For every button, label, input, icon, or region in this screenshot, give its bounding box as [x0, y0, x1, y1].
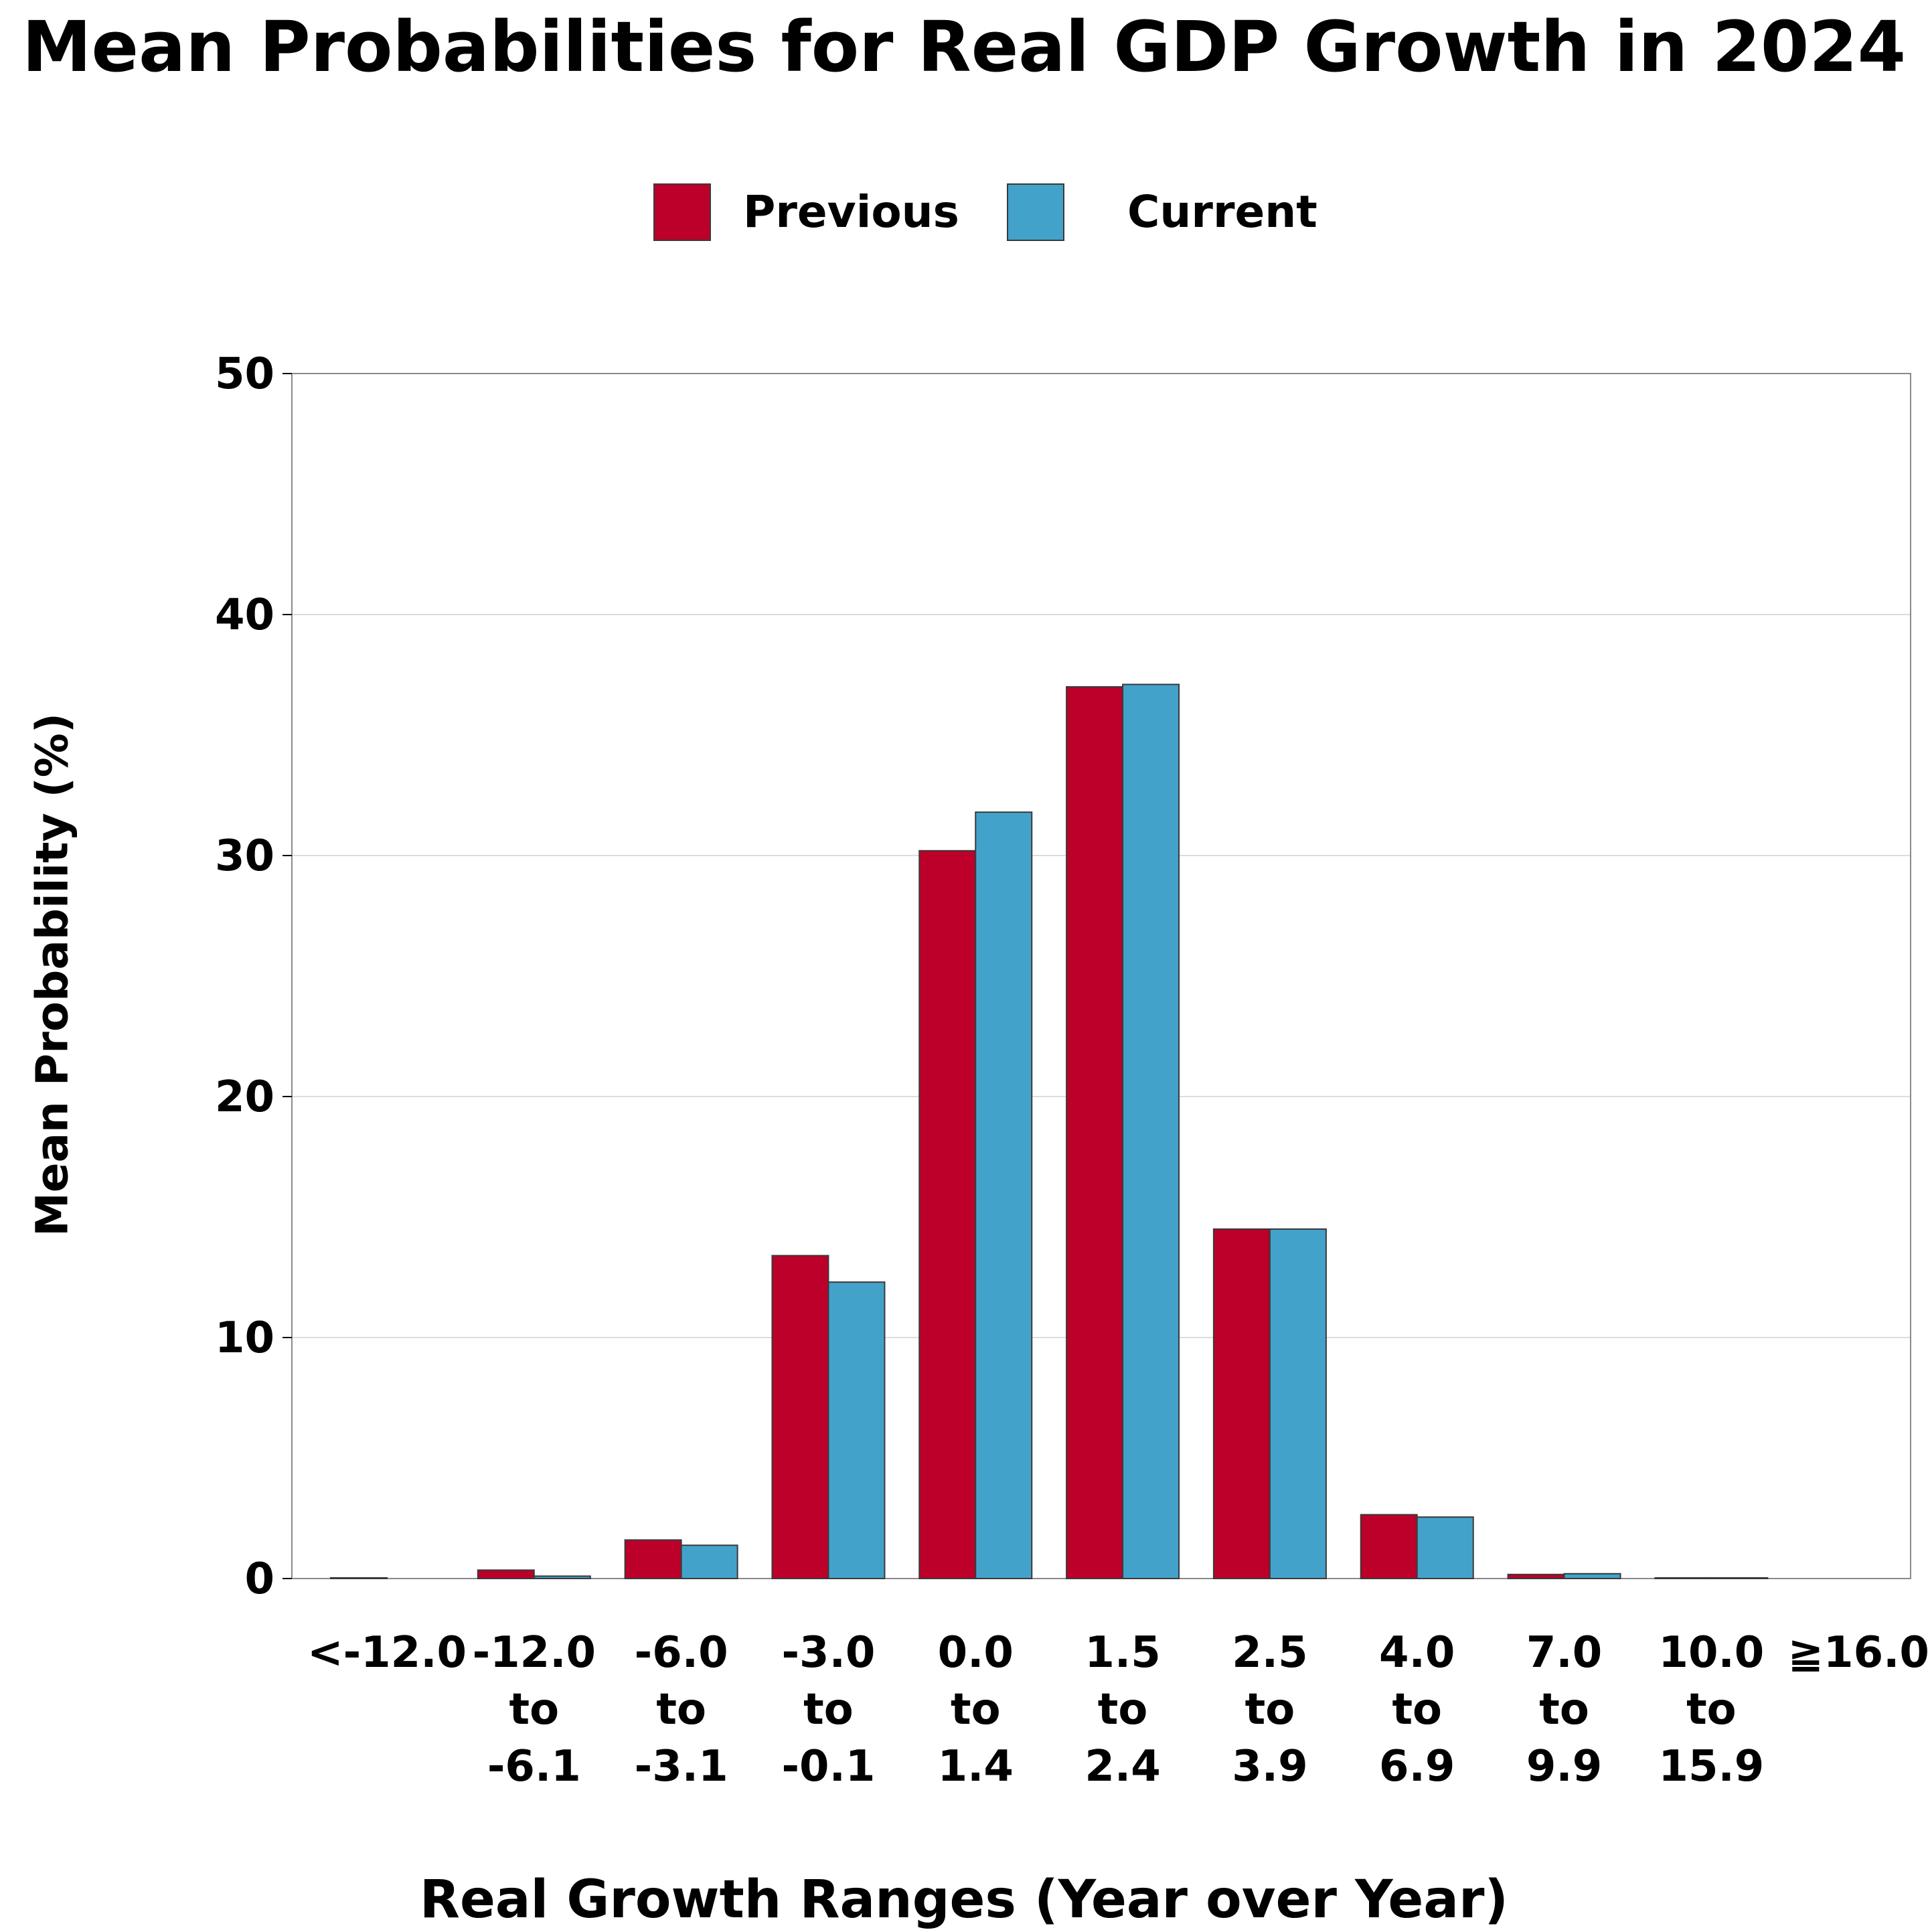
bar-previous [1212, 1228, 1271, 1579]
x-tick-label: 1.5 [1084, 1628, 1160, 1678]
bar-previous [1507, 1573, 1565, 1579]
bar-previous [330, 1577, 388, 1579]
x-tick-label: 15.9 [1658, 1742, 1764, 1791]
bar-previous [918, 850, 977, 1579]
x-tick-label: to [1392, 1685, 1442, 1735]
legend-label-previous: Previous [743, 186, 959, 238]
y-tick-label: 20 [215, 1072, 274, 1122]
x-tick-label: 10.0 [1658, 1628, 1764, 1678]
x-tick-label: ≧16.0 [1787, 1628, 1928, 1678]
legend-label-current: Current [1127, 186, 1317, 238]
bar-current [533, 1575, 591, 1579]
bar-current [1122, 683, 1180, 1579]
x-tick-label: 7.0 [1526, 1628, 1602, 1678]
x-tick-label: to [951, 1685, 1001, 1735]
bar-current [1710, 1577, 1769, 1579]
x-tick-label: to [1098, 1685, 1148, 1735]
x-tick-label: 3.9 [1232, 1742, 1307, 1791]
x-tick-label: to [656, 1685, 706, 1735]
x-tick-label: to [803, 1685, 854, 1735]
x-axis-title: Real Growth Ranges (Year over Year) [419, 1870, 1509, 1930]
x-tick-label: 6.9 [1379, 1742, 1455, 1791]
y-tick-label: 50 [215, 349, 274, 399]
legend-swatch-previous [653, 183, 711, 241]
y-tick-label: 40 [215, 590, 274, 640]
x-tick-label: 2.5 [1232, 1628, 1307, 1678]
chart-title: Mean Probabilities for Real GDP Growth i… [22, 6, 1906, 88]
x-tick-label: to [509, 1685, 560, 1735]
x-tick-label: to [1686, 1685, 1737, 1735]
bar-previous [771, 1255, 829, 1579]
bar-current [975, 811, 1033, 1579]
legend-swatch-current [1007, 183, 1064, 241]
bar-current [1269, 1228, 1327, 1579]
bar-previous [624, 1539, 682, 1579]
y-tick-label: 10 [215, 1313, 274, 1363]
x-tick-label: -6.0 [635, 1628, 728, 1678]
x-tick-label: to [1245, 1685, 1295, 1735]
bar-current [680, 1544, 738, 1580]
x-tick-label: 2.4 [1084, 1742, 1160, 1791]
x-tick-label: to [1539, 1685, 1589, 1735]
bar-previous [1066, 686, 1124, 1579]
x-tick-label: -12.0 [473, 1628, 596, 1678]
bar-previous [477, 1569, 535, 1579]
y-tick-label: 30 [215, 831, 274, 881]
x-tick-label: -3.1 [635, 1742, 728, 1791]
y-tick-label: 0 [244, 1554, 274, 1604]
x-tick-label: -3.0 [781, 1628, 875, 1678]
x-tick-label: 4.0 [1379, 1628, 1455, 1678]
x-tick-label: 9.9 [1526, 1742, 1602, 1791]
legend: Previous Current [0, 179, 1928, 246]
bar-previous [1654, 1577, 1712, 1579]
bar-current [1563, 1573, 1621, 1580]
x-tick-label: -6.1 [487, 1742, 581, 1791]
x-tick-label: <-12.0 [307, 1628, 467, 1678]
bar-previous [1360, 1514, 1418, 1580]
x-tick-label: 1.4 [938, 1742, 1014, 1791]
x-tick-label: 0.0 [938, 1628, 1014, 1678]
bar-current [1416, 1516, 1474, 1579]
bar-current [827, 1281, 886, 1579]
x-tick-label: -0.1 [781, 1742, 875, 1791]
